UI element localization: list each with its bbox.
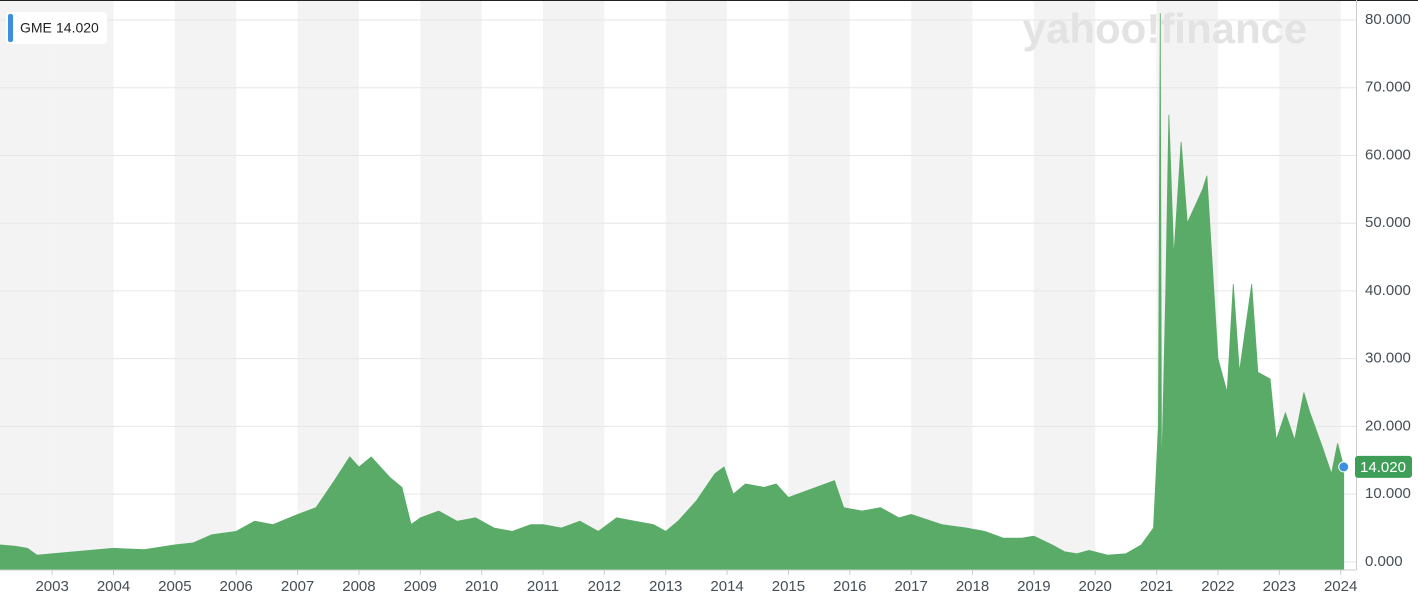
x-tick-label: 2013 (649, 578, 682, 595)
y-tick-label: 80.000 (1365, 11, 1411, 28)
year-band (911, 0, 973, 570)
x-tick-label: 2004 (97, 578, 130, 595)
year-band (543, 0, 605, 570)
y-tick-label: 50.000 (1365, 214, 1411, 231)
y-tick-label: 40.000 (1365, 282, 1411, 299)
year-band (788, 0, 850, 570)
x-tick-label: 2021 (1140, 578, 1173, 595)
x-tick-label: 2014 (710, 578, 743, 595)
legend-value: 14.020 (56, 20, 99, 36)
x-tick-label: 2009 (404, 578, 437, 595)
y-tick-label: 20.000 (1365, 417, 1411, 434)
last-value-badge (1355, 455, 1412, 478)
y-tick-label: 60.000 (1365, 146, 1411, 163)
x-tick-label: 2019 (1017, 578, 1050, 595)
year-band (0, 0, 53, 570)
x-tick-label: 2003 (35, 578, 68, 595)
x-tick-label: 2010 (465, 578, 498, 595)
plot (0, 13, 1345, 571)
x-tick-label: 2022 (1201, 578, 1234, 595)
background (0, 0, 1341, 570)
y-tick-label: 10.000 (1365, 485, 1411, 502)
x-tick-label: 2006 (220, 578, 253, 595)
year-band (1033, 0, 1096, 570)
x-tick-label: 2005 (158, 578, 191, 595)
legend-name: GME (20, 20, 52, 36)
x-tick-label: 2023 (1263, 578, 1296, 595)
x-tick-label: 2024 (1324, 578, 1357, 595)
x-tick-label: 2020 (1079, 578, 1112, 595)
y-tick-label: 0.000 (1365, 553, 1403, 570)
x-tick-label: 2017 (894, 578, 927, 595)
x-tick-label: 2007 (281, 578, 314, 595)
x-tick-label: 2012 (588, 578, 621, 595)
legend-box (6, 12, 107, 44)
year-band (174, 0, 237, 570)
watermark: yahoo!finance (1023, 5, 1308, 52)
x-tick-label: 2011 (527, 578, 559, 595)
x-tick-label: 2018 (956, 578, 989, 595)
x-tick-label: 2016 (833, 578, 866, 595)
x-tick-label: 2015 (772, 578, 805, 595)
area (0, 13, 1345, 571)
overlay: 14.020 (1338, 455, 1412, 478)
legend-swatch (8, 14, 13, 42)
year-band (52, 0, 114, 570)
last-value-label: 14.020 (1360, 459, 1406, 476)
y-tick-label: 30.000 (1365, 350, 1411, 367)
x-tick-label: 2008 (342, 578, 375, 595)
year-band (420, 0, 482, 570)
last-point (1338, 461, 1350, 473)
y-tick-label: 70.000 (1365, 79, 1411, 96)
legend: GME 14.020 (6, 12, 107, 44)
